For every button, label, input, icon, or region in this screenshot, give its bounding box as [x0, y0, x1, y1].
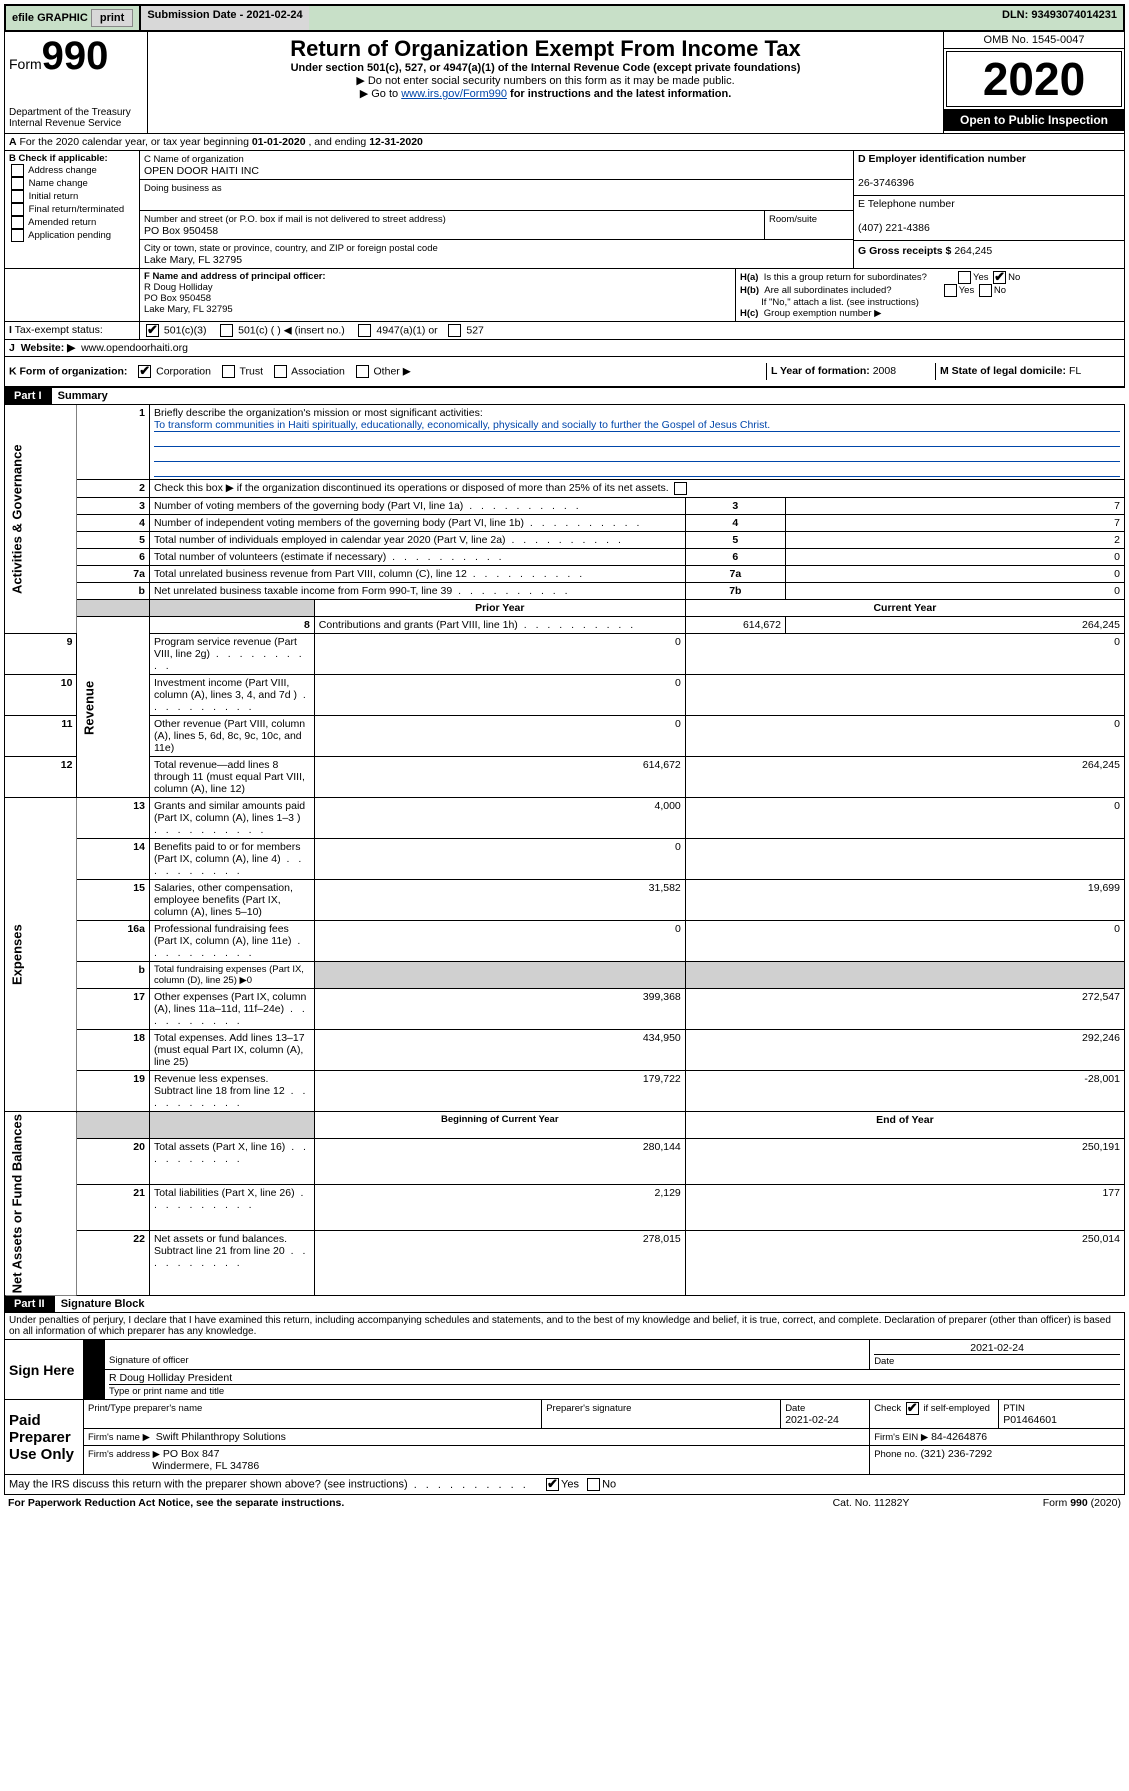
- line-k: K Form of organization: Corporation Trus…: [5, 363, 767, 380]
- irs-link[interactable]: www.irs.gov/Form990: [401, 88, 507, 100]
- dept-label: Department of the Treasury Internal Reve…: [9, 107, 143, 129]
- discuss-line: May the IRS discuss this return with the…: [4, 1475, 1125, 1495]
- side-expenses: Expenses: [5, 798, 77, 1112]
- ptin: P01464601: [1003, 1414, 1057, 1426]
- gross-receipts: 264,245: [954, 245, 992, 257]
- side-revenue: Revenue: [77, 617, 149, 798]
- line-m: M State of legal domicile: FL: [936, 363, 1124, 380]
- part1-header: Part I: [4, 388, 52, 404]
- line-l: L Year of formation: 2008: [767, 363, 936, 380]
- efile-label: efile GRAPHIC print: [6, 6, 141, 30]
- line-a: A For the 2020 calendar year, or tax yea…: [4, 134, 1125, 151]
- firm-name: Swift Philanthropy Solutions: [156, 1431, 286, 1443]
- omb: OMB No. 1545-0047: [944, 32, 1124, 49]
- phone: (407) 221-4386: [858, 222, 930, 234]
- dln: DLN: 93493074014231: [996, 6, 1123, 30]
- ein: 26-3746396: [858, 177, 914, 189]
- pra-notice: For Paperwork Reduction Act Notice, see …: [8, 1497, 771, 1509]
- print-button[interactable]: print: [91, 9, 133, 27]
- org-name: OPEN DOOR HAITI INC: [144, 165, 259, 177]
- mission: To transform communities in Haiti spirit…: [154, 419, 1120, 432]
- side-governance: Activities & Governance: [5, 405, 77, 634]
- section-h: H(a) Is this a group return for subordin…: [736, 269, 1124, 321]
- line-j: J Website: ▶ www.opendoorhaiti.org: [4, 340, 1125, 357]
- part1-table: Activities & Governance 1 Briefly descri…: [4, 404, 1125, 1296]
- section-b: B Check if applicable: Address change Na…: [5, 151, 140, 268]
- form-header: Form990 Department of the Treasury Inter…: [4, 32, 1125, 134]
- officer-name: R Doug Holliday President: [109, 1372, 1120, 1385]
- form-title: Return of Organization Exempt From Incom…: [152, 36, 939, 62]
- line-i: I Tax-exempt status: 501(c)(3) 501(c) ( …: [4, 322, 1125, 340]
- side-netassets: Net Assets or Fund Balances: [5, 1112, 77, 1296]
- open-inspection: Open to Public Inspection: [944, 109, 1124, 131]
- perjury-decl: Under penalties of perjury, I declare th…: [4, 1312, 1125, 1339]
- part2-header: Part II: [4, 1296, 55, 1312]
- topbar: efile GRAPHIC print Submission Date - 20…: [4, 4, 1125, 32]
- submission-date: Submission Date - 2021-02-24: [141, 6, 308, 30]
- tax-year: 2020: [946, 51, 1122, 107]
- section-f: F Name and address of principal officer:…: [140, 269, 736, 321]
- signature-table: Sign Here Signature of officer 2021-02-2…: [4, 1339, 1125, 1475]
